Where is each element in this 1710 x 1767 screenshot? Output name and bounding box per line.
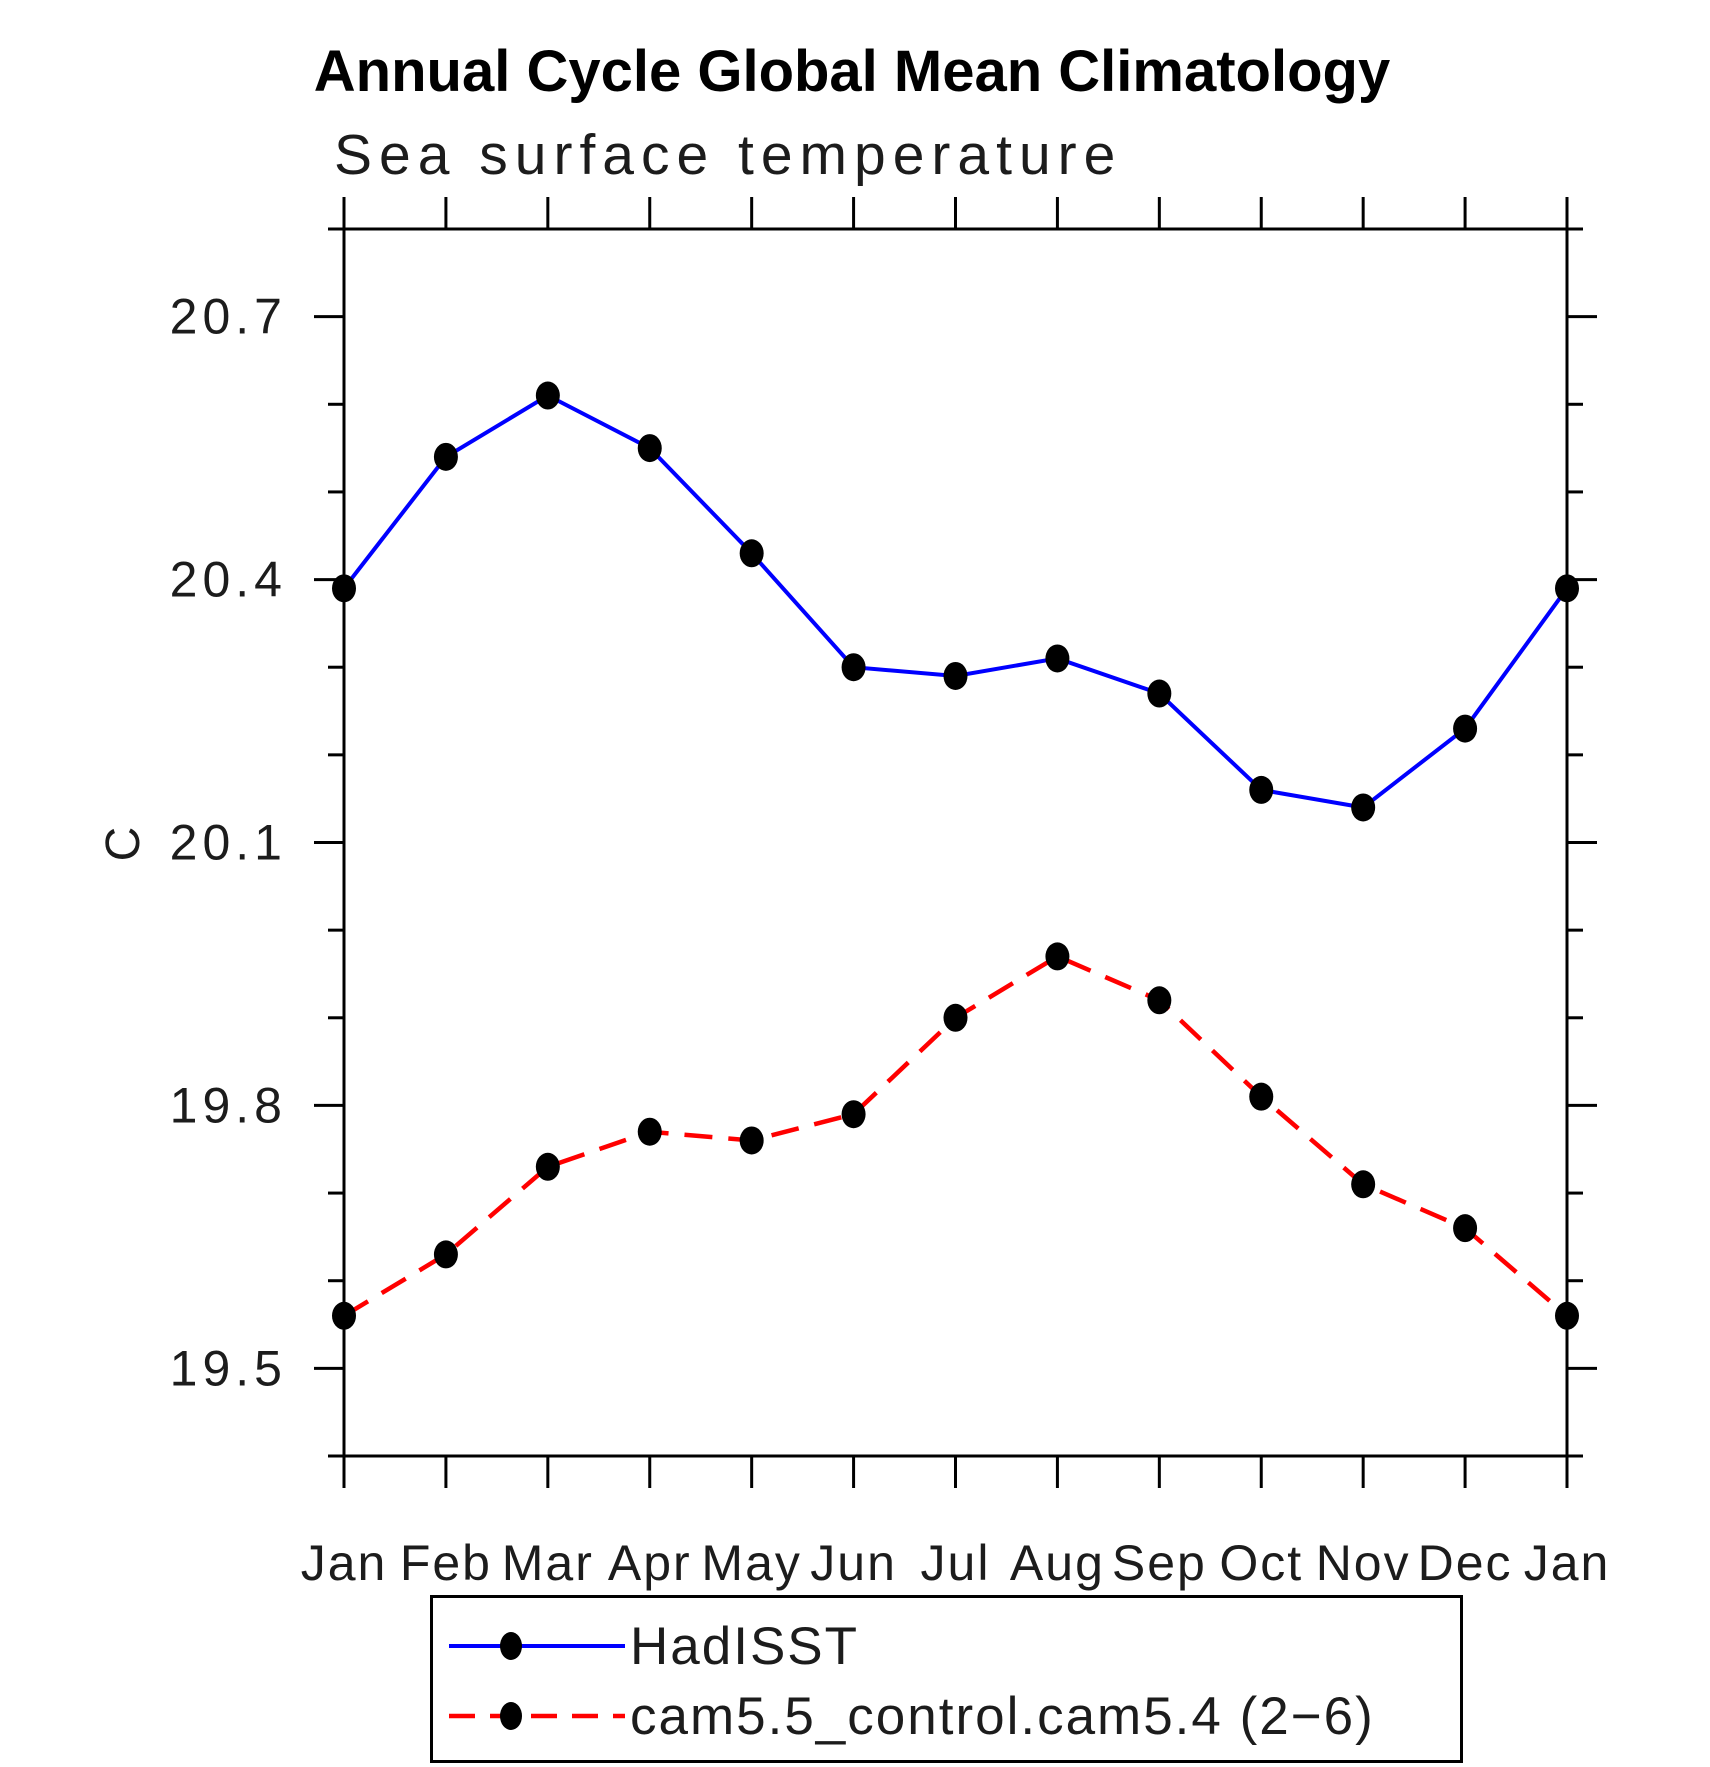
data-point-cam-dec-11 (1453, 1214, 1478, 1243)
data-point-hadisst-oct-9 (1249, 775, 1274, 804)
hadisst-marker-sample (500, 1632, 522, 1660)
data-point-cam-mar-2 (535, 1152, 560, 1181)
data-point-hadisst-aug-7 (1045, 644, 1070, 673)
legend-item-cam: cam5.5_control.cam5.4 (2−6) (447, 1684, 1375, 1748)
y-tick-label-19.5: 19.5 (170, 1340, 287, 1396)
x-tick-label-jan-12: Jan (1524, 1535, 1611, 1591)
data-point-cam-sep-8 (1147, 986, 1172, 1015)
data-point-cam-jan-12 (1555, 1301, 1579, 1330)
x-tick-label-oct-9: Oct (1219, 1535, 1303, 1591)
cam-legend-sample (449, 1702, 625, 1730)
x-tick-label-jun-5: Jun (810, 1535, 897, 1591)
hadisst-legend-sample (449, 1632, 625, 1660)
data-point-hadisst-may-4 (739, 539, 764, 568)
data-point-cam-apr-3 (637, 1117, 662, 1146)
legend: HadISST cam5.5_control.cam5.4 (2−6) (430, 1595, 1463, 1763)
x-tick-label-apr-3: Apr (608, 1535, 692, 1591)
x-tick-label-feb-1: Feb (400, 1535, 492, 1591)
x-tick-label-jul-6: Jul (921, 1535, 991, 1591)
data-point-cam-oct-9 (1249, 1082, 1274, 1111)
data-point-hadisst-dec-11 (1453, 714, 1478, 743)
x-tick-label-sep-8: Sep (1112, 1535, 1207, 1591)
data-point-hadisst-sep-8 (1147, 679, 1172, 708)
data-point-cam-nov-10 (1351, 1170, 1376, 1199)
y-tick-label-20.1: 20.1 (170, 815, 287, 871)
data-point-cam-aug-7 (1045, 942, 1070, 971)
x-tick-label-jan-0: Jan (301, 1535, 388, 1591)
data-point-cam-feb-1 (433, 1240, 458, 1269)
x-tick-label-may-4: May (701, 1535, 801, 1591)
data-point-hadisst-apr-3 (637, 434, 662, 463)
data-point-hadisst-nov-10 (1351, 793, 1376, 822)
legend-label-cam: cam5.5_control.cam5.4 (2−6) (630, 1686, 1375, 1746)
data-point-hadisst-jan-0 (332, 574, 356, 603)
cam-marker-sample (500, 1702, 522, 1730)
x-tick-label-nov-10: Nov (1316, 1535, 1411, 1591)
data-point-hadisst-feb-1 (433, 442, 458, 471)
plot-frame (342, 227, 1569, 1458)
legend-item-hadisst: HadISST (447, 1614, 859, 1678)
legend-label-hadisst: HadISST (630, 1616, 860, 1676)
data-point-cam-may-4 (739, 1126, 764, 1155)
chart-subtitle: Sea surface temperature (334, 123, 1123, 187)
data-point-hadisst-mar-2 (535, 381, 560, 410)
data-point-hadisst-jul-6 (943, 661, 968, 690)
data-point-cam-jul-6 (943, 1003, 968, 1032)
data-point-hadisst-jun-5 (841, 653, 866, 682)
data-point-cam-jan-0 (332, 1301, 356, 1330)
x-tick-label-dec-11: Dec (1418, 1535, 1513, 1591)
y-tick-label-20.4: 20.4 (170, 552, 287, 608)
data-point-hadisst-jan-12 (1555, 574, 1579, 603)
chart-title: Annual Cycle Global Mean Climatology (313, 39, 1391, 104)
x-tick-label-aug-7: Aug (1010, 1535, 1105, 1591)
series-line-hadisst (342, 393, 1569, 810)
y-tick-label-20.7: 20.7 (170, 289, 287, 345)
y-tick-label-19.8: 19.8 (170, 1077, 287, 1133)
x-tick-label-mar-2: Mar (502, 1535, 594, 1591)
data-point-cam-jun-5 (841, 1100, 866, 1129)
